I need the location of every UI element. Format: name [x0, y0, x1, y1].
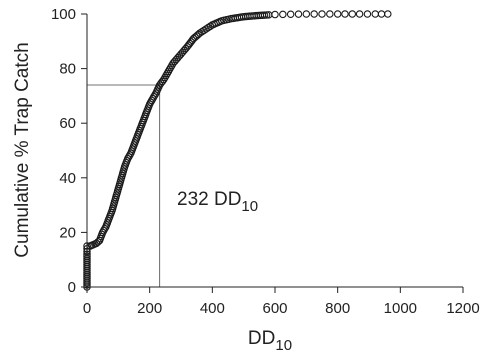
- annotation-main: 232 DD: [177, 189, 241, 210]
- annotation-subscript: 10: [241, 198, 258, 215]
- data-point: [363, 10, 372, 18]
- data-point: [377, 10, 386, 18]
- x-tick-label: 600: [262, 300, 287, 317]
- data-point: [310, 10, 318, 18]
- y-tick-label: 40: [59, 170, 76, 187]
- data-point: [279, 10, 287, 19]
- data-point: [341, 10, 349, 18]
- data-point: [384, 10, 392, 18]
- data-point: [302, 10, 311, 18]
- x-tick-label: 800: [325, 300, 350, 317]
- annotation-label: 232 DD10: [177, 189, 258, 215]
- y-axis-title: Cumulative % Trap Catch: [12, 42, 33, 257]
- data-markers: [83, 10, 392, 291]
- data-point: [333, 10, 342, 18]
- data-point: [271, 10, 279, 19]
- x-tick-label: 200: [137, 300, 162, 317]
- x-axis-title-subscript: 10: [275, 337, 292, 354]
- y-tick-label: 100: [51, 6, 76, 23]
- data-point: [206, 22, 214, 31]
- x-axis-title: DD10: [248, 328, 292, 354]
- data-point: [355, 10, 364, 18]
- data-point: [294, 10, 303, 18]
- data-point: [158, 77, 167, 86]
- y-tick-label: 60: [59, 115, 76, 132]
- data-point: [318, 10, 326, 18]
- x-tick-label: 0: [83, 300, 91, 317]
- x-tick-label: 400: [200, 300, 225, 317]
- y-tick-label: 0: [68, 279, 76, 296]
- x-axis-title-main: DD: [248, 328, 275, 349]
- x-tick-label: 1200: [446, 300, 479, 317]
- data-point: [326, 10, 334, 18]
- data-point: [371, 10, 380, 18]
- data-point: [348, 10, 357, 18]
- y-tick-label: 80: [59, 61, 76, 78]
- data-point: [286, 10, 295, 19]
- reference-lines: [87, 84, 161, 287]
- y-tick-label: 20: [59, 224, 76, 241]
- x-tick-label: 1000: [384, 300, 417, 317]
